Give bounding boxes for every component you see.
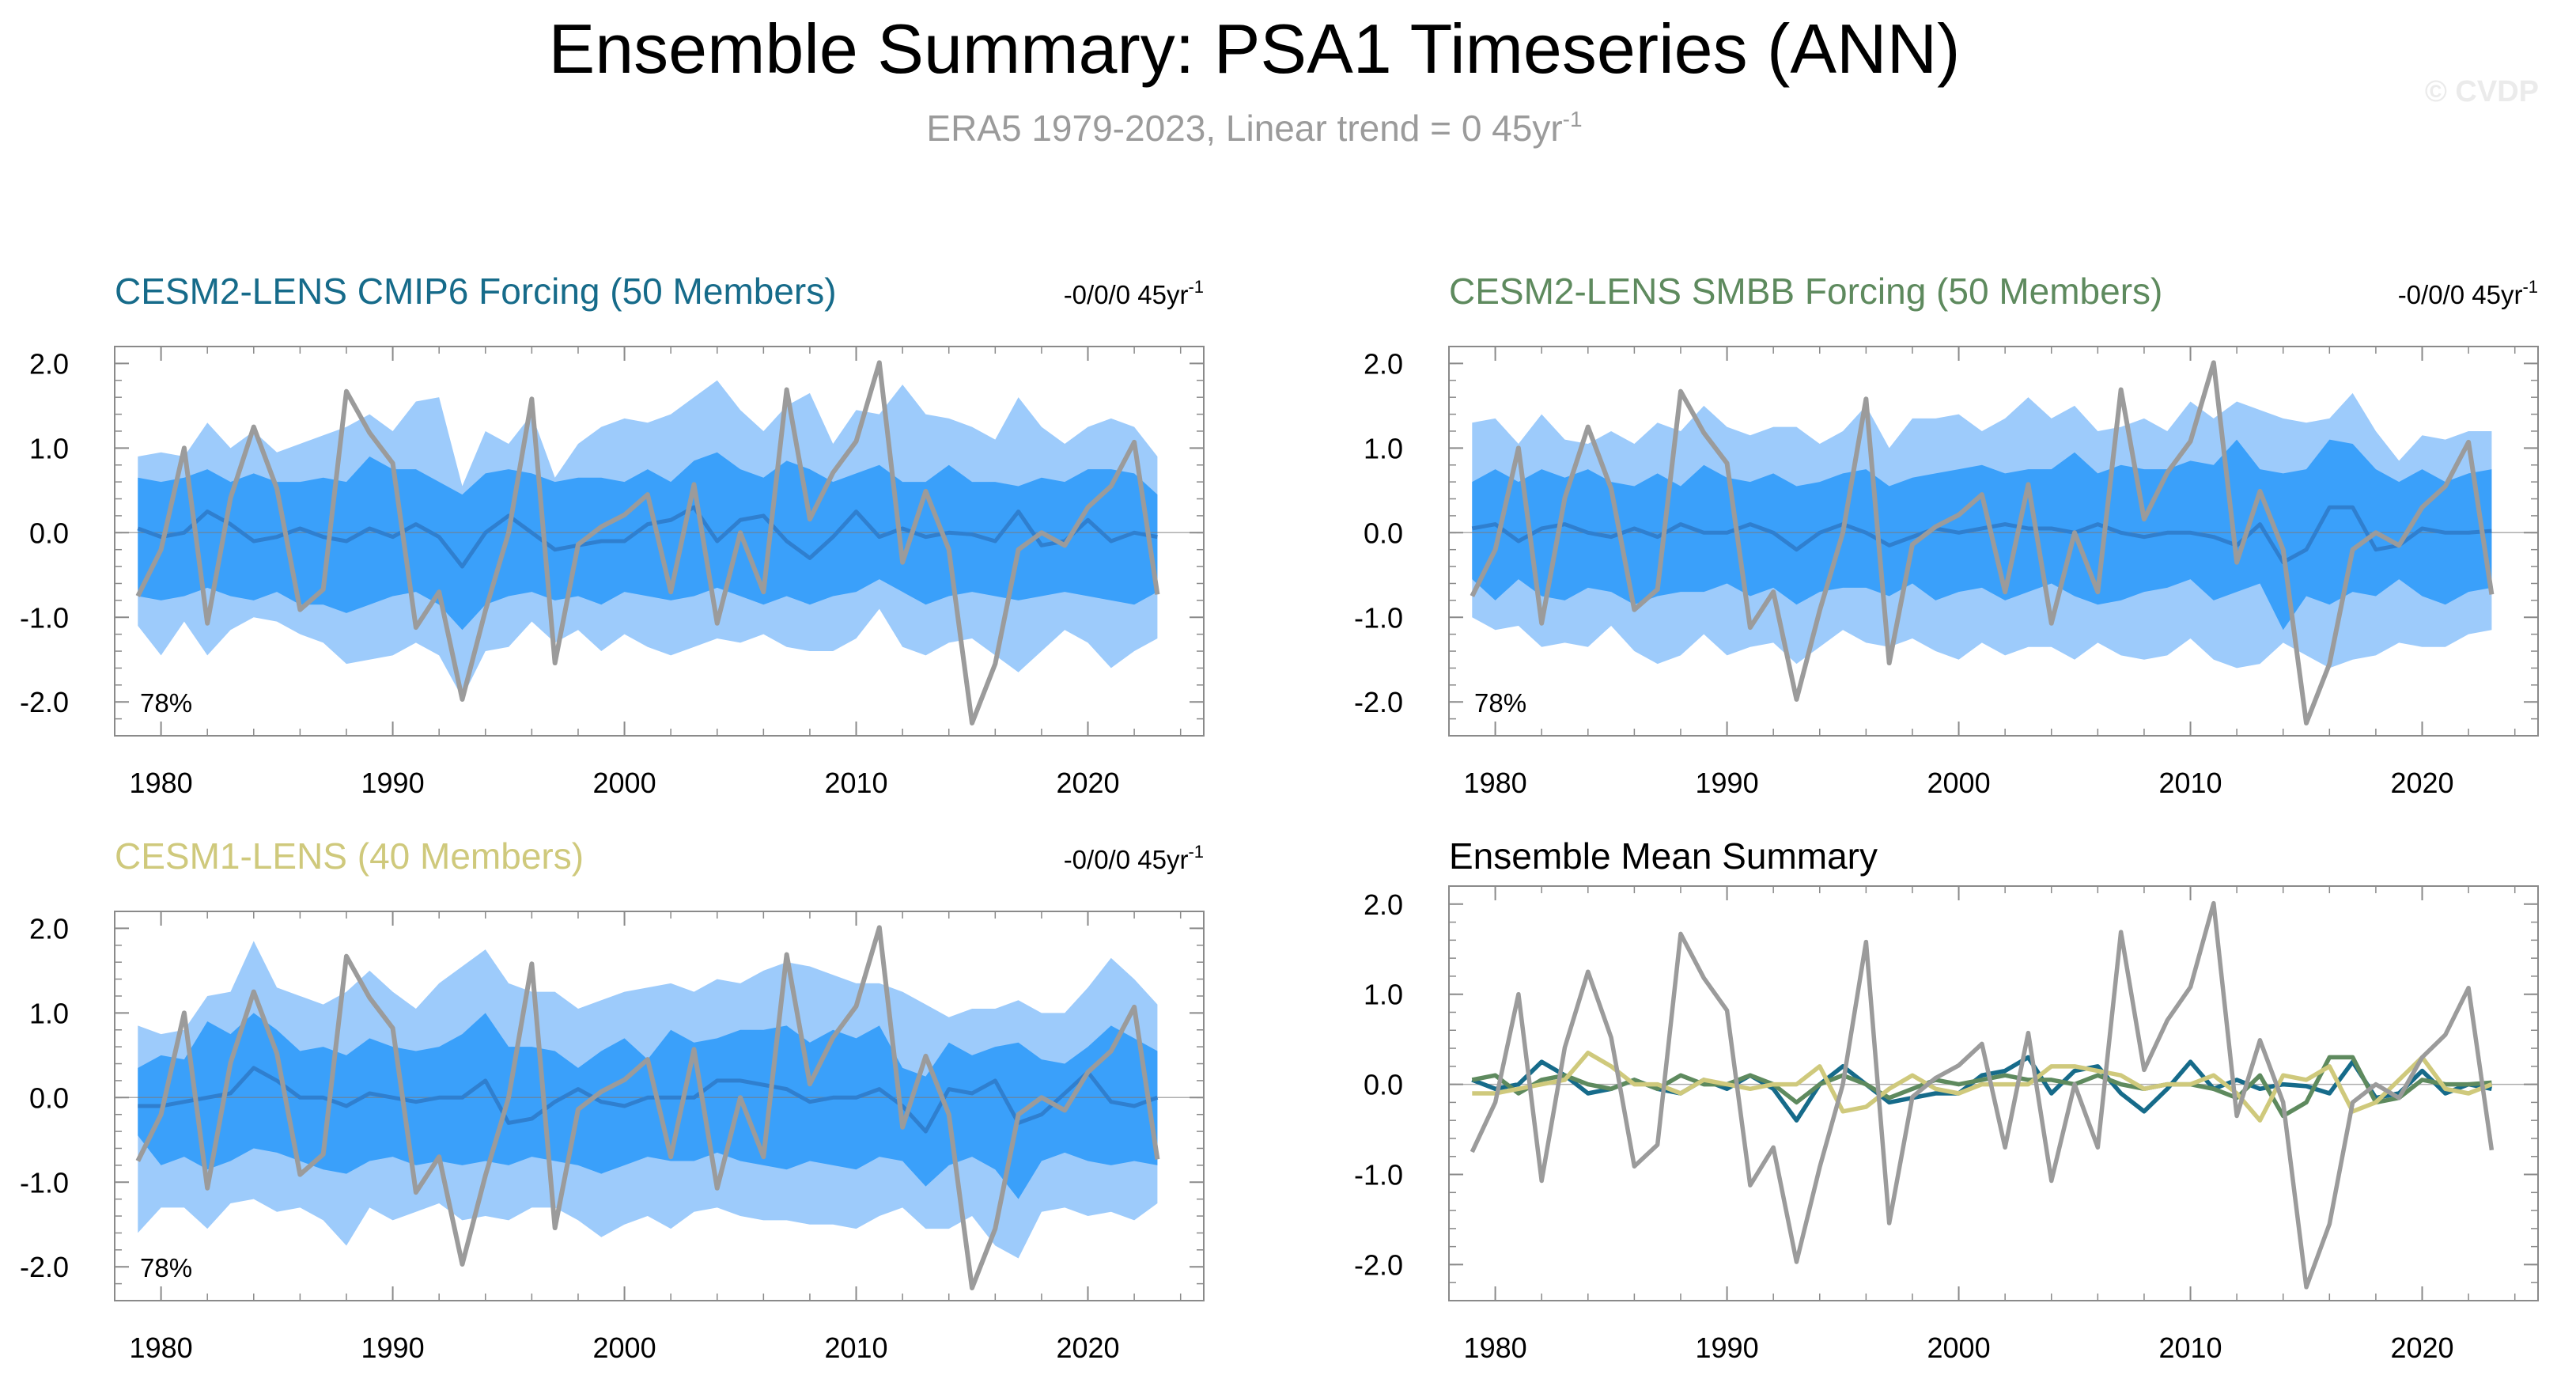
x-tick-label: 2010 [2158,767,2222,799]
plot-frame [114,346,1205,737]
y-tick-label: 0.0 [29,1081,69,1114]
percent-label: 78% [140,688,192,718]
observed-line [135,360,1160,725]
x-tick-label: 2010 [824,1331,887,1364]
trend-label: -0/0/0 45yr-1 [1064,842,1204,874]
observed-line [135,925,1160,1290]
observed-line [1470,360,2495,725]
figure-subtitle: ERA5 1979-2023, Linear trend = 0 45yr-1 [926,107,1582,149]
figure-title: Ensemble Summary: PSA1 Timeseries (ANN) [549,9,1961,88]
trend-label: -0/0/0 45yr-1 [2398,277,2538,309]
y-tick-label: 0.0 [1364,1069,1403,1101]
y-tick-label: 1.0 [1364,432,1403,464]
x-tick-label: 1980 [130,767,193,799]
y-tick-label: -1.0 [20,601,69,634]
x-tick-label: 2000 [593,1331,656,1364]
panel-title: CESM2-LENS SMBB Forcing (50 Members) [1449,271,2162,312]
y-tick-label: -2.0 [20,1251,69,1283]
ensemble-mean-line [137,505,1158,569]
panels: CESM2-LENS CMIP6 Forcing (50 Members) -0/… [20,271,2539,1364]
trend-label-text: -0/0/0 45yr [1064,280,1189,309]
series-line-3 [1470,900,2495,1290]
x-tick-label: 2000 [1927,767,1991,799]
chart-panel-cesm2-smbb: CESM2-LENS SMBB Forcing (50 Members) -0/0… [1354,271,2539,799]
ensemble-mean-line [138,1066,1159,1134]
x-tick-label: 1980 [1464,767,1527,799]
panel-title: Ensemble Mean Summary [1449,835,1878,877]
trend-label: -0/0/0 45yr-1 [1064,277,1204,309]
plot-frame [114,911,1205,1301]
x-tick-label: 2020 [1056,1331,1119,1364]
x-tick-label: 2000 [1927,1331,1991,1364]
x-tick-label: 1990 [361,1331,425,1364]
y-tick-label: -1.0 [1354,1159,1403,1191]
y-tick-label: 1.0 [1364,979,1403,1011]
series-line-2 [1472,1050,2493,1123]
ensemble-mean-line [1471,505,2492,565]
x-tick-label: 2000 [593,767,656,799]
subtitle-superscript: -1 [1563,107,1583,131]
y-tick-label: 0.0 [29,517,69,549]
trend-label-superscript: -1 [1188,277,1204,297]
y-tick-label: -2.0 [1354,686,1403,718]
x-tick-label: 2020 [2390,767,2453,799]
y-tick-label: 2.0 [29,347,69,380]
trend-label-superscript: -1 [2522,277,2538,297]
x-tick-label: 1980 [130,1331,193,1364]
y-tick-label: -1.0 [1354,601,1403,634]
spread-band-inner [1472,439,2492,631]
y-tick-label: -1.0 [20,1166,69,1199]
x-tick-label: 2010 [824,767,887,799]
y-tick-label: 2.0 [1364,347,1403,380]
x-tick-label: 1990 [361,767,425,799]
watermark: © CVDP [2425,75,2539,108]
y-tick-label: -2.0 [20,686,69,718]
x-tick-label: 2020 [1056,767,1119,799]
x-tick-label: 1990 [1696,1331,1759,1364]
percent-label: 78% [140,1253,192,1282]
y-tick-label: 1.0 [29,997,69,1029]
subtitle-main: ERA5 1979-2023, Linear trend = 0 45yr [926,108,1562,149]
x-tick-label: 1980 [1464,1331,1527,1364]
chart-panel-cesm1: CESM1-LENS (40 Members) -0/0/0 45yr-1 -2.0… [20,835,1205,1364]
plot-frame [1448,885,2539,1301]
y-tick-label: 0.0 [1364,517,1403,549]
y-tick-label: 1.0 [29,432,69,464]
panel-title: CESM1-LENS (40 Members) [115,835,584,877]
x-tick-label: 1990 [1696,767,1759,799]
chart-panel-cesm2-cmip6: CESM2-LENS CMIP6 Forcing (50 Members) -0/… [20,271,1205,799]
spread-band-inner [138,452,1158,631]
y-tick-label: 2.0 [29,912,69,945]
trend-label-text: -0/0/0 45yr [2398,280,2523,309]
y-tick-label: -2.0 [1354,1248,1403,1281]
y-tick-label: 2.0 [1364,888,1403,921]
chart-panel-ensemble-mean: Ensemble Mean Summary -2.0 -1.0 0.0 1.0 2.0 19… [1354,835,2539,1364]
spread-band-inner [138,1013,1158,1199]
x-tick-label: 2010 [2158,1331,2222,1364]
x-tick-label: 2020 [2390,1331,2453,1364]
panel-title: CESM2-LENS CMIP6 Forcing (50 Members) [115,271,837,312]
percent-label: 78% [1474,688,1526,718]
trend-label-text: -0/0/0 45yr [1064,845,1189,874]
plot-frame [1448,346,2539,737]
trend-label-superscript: -1 [1188,842,1204,862]
